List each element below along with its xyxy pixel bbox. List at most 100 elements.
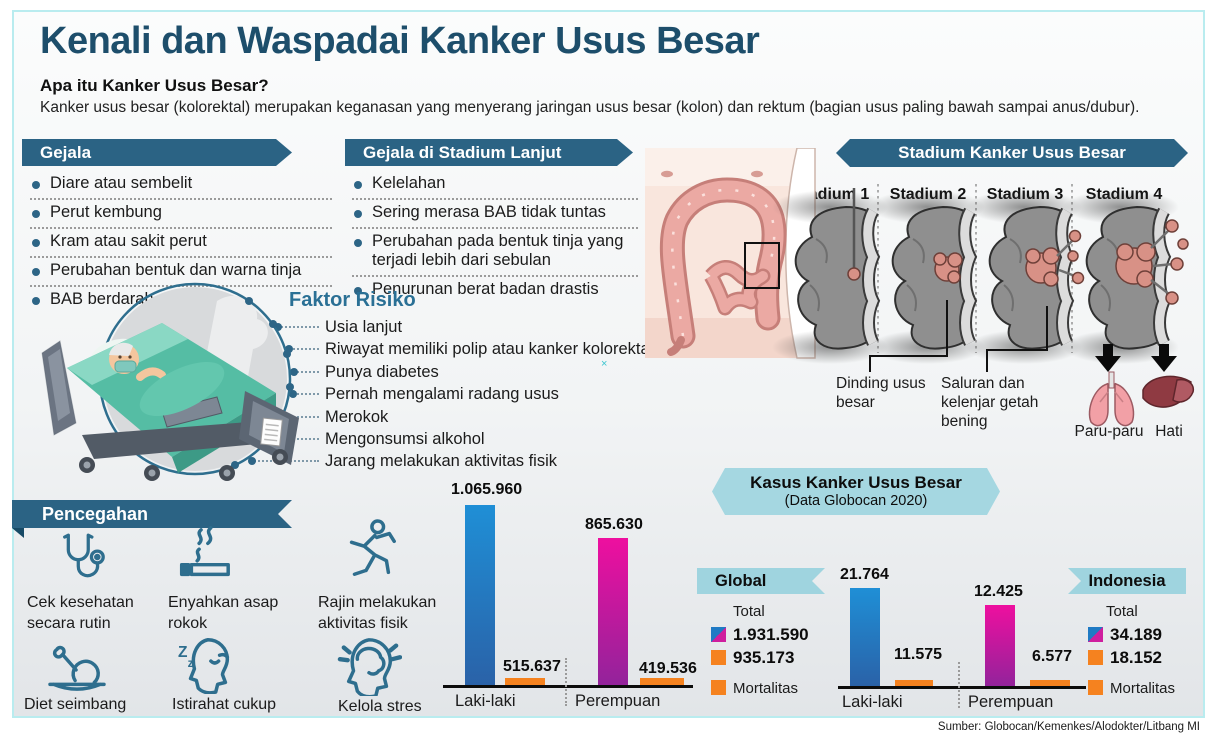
leader-line bbox=[285, 345, 319, 354]
gejala-lanjut-item-text: Sering merasa BAB tidak tuntas bbox=[372, 203, 606, 221]
gejala-lanjut-item-text: Perubahan pada bentuk tinja yang terjadi… bbox=[372, 232, 624, 269]
pencegahan-item-label: Kelola stres bbox=[338, 698, 422, 715]
legend-mortality-row: 18.152 bbox=[1088, 646, 1198, 669]
stage-separators bbox=[877, 184, 1073, 353]
list-item: Diare atau sembelit bbox=[30, 171, 332, 200]
global-legend-banner: Global bbox=[697, 568, 825, 594]
svg-text:z: z bbox=[188, 657, 194, 670]
risk-item-text: Punya diabetes bbox=[325, 362, 439, 381]
leader-line bbox=[289, 390, 319, 399]
x-axis bbox=[838, 686, 1086, 689]
bar-value-label: 11.575 bbox=[894, 646, 943, 663]
bar-female-total bbox=[598, 538, 628, 685]
legend-total-label: Total bbox=[733, 603, 765, 620]
about-body: Kanker usus besar (kolorektal) merupakan… bbox=[40, 99, 1140, 116]
patient-bed-illustration bbox=[41, 282, 299, 481]
svg-text:Z: Z bbox=[178, 644, 188, 661]
bar-value-label: 419.536 bbox=[639, 660, 697, 677]
list-item: Kram atau sakit perut bbox=[30, 229, 332, 258]
page-title: Kenali dan Waspadai Kanker Usus Besar bbox=[40, 20, 760, 62]
down-arrow-icon bbox=[1095, 344, 1177, 372]
gejala-lanjut-item-text: Penurunan berat badan drastis bbox=[372, 280, 599, 298]
bed-wheels bbox=[79, 449, 288, 481]
risk-item-text: Pernah mengalami radang usus bbox=[325, 385, 559, 404]
kasus-subtitle: (Data Globocan 2020) bbox=[784, 493, 928, 509]
bar-value-label: 21.764 bbox=[840, 566, 889, 583]
risk-item-text: Usia lanjut bbox=[325, 318, 403, 336]
gejala-item-text: Diare atau sembelit bbox=[50, 174, 193, 192]
stadium-2-tumor bbox=[933, 252, 963, 284]
gejala-item-text: Kram atau sakit perut bbox=[50, 232, 207, 250]
legend-total-value: 1.931.590 bbox=[733, 625, 809, 644]
colon-illustration bbox=[645, 148, 816, 359]
list-item: Usia lanjut bbox=[274, 316, 665, 338]
stadium-4-tumor bbox=[1115, 219, 1189, 305]
indonesia-chart: 21.764 11.575 12.425 6.577 Laki-laki Per… bbox=[838, 560, 1088, 720]
category-divider bbox=[565, 658, 567, 706]
bullet-icon bbox=[354, 239, 362, 247]
lung-label: Paru-paru bbox=[1074, 423, 1144, 440]
list-item: Jarang melakukan aktivitas fisik bbox=[248, 450, 665, 472]
risk-item-text: Riwayat memiliki polip atau kanker kolor… bbox=[325, 340, 654, 359]
faktor-risiko-list: Usia lanjut Riwayat memiliki polip atau … bbox=[248, 316, 665, 473]
bar-value-label: 1.065.960 bbox=[451, 481, 523, 498]
bar-value-label: 12.425 bbox=[974, 583, 1023, 600]
legend-mortality-row: 935.173 bbox=[711, 646, 832, 669]
bar-female-total bbox=[985, 605, 1015, 686]
legend-mortality-value: 935.173 bbox=[733, 648, 795, 667]
list-item: Kelelahan bbox=[352, 171, 638, 200]
list-item: Merokok bbox=[283, 406, 665, 428]
bullet-icon bbox=[32, 268, 40, 276]
banner-fold bbox=[12, 528, 24, 538]
list-item: Perubahan pada bentuk tinja yang terjadi… bbox=[352, 229, 638, 277]
stadium-3-tumor bbox=[1025, 229, 1085, 287]
pencegahan-banner: Pencegahan bbox=[12, 500, 292, 528]
legend-mortality-key: Mortalitas bbox=[1088, 677, 1198, 700]
category-divider bbox=[958, 662, 960, 708]
cigarette-icon bbox=[179, 526, 230, 577]
zoom-box bbox=[744, 242, 780, 289]
stadium-3-wall bbox=[966, 190, 1082, 364]
category-label: Laki-laki bbox=[455, 692, 516, 710]
gejala-lanjut-banner-label: Gejala di Stadium Lanjut bbox=[363, 143, 562, 162]
list-item: Punya diabetes bbox=[290, 361, 665, 383]
pencegahan-item-label: Istirahat cukup bbox=[172, 696, 277, 713]
legend-total-row: 34.189 bbox=[1088, 623, 1198, 646]
list-item: Pernah mengalami radang usus bbox=[289, 383, 665, 405]
stethoscope-icon bbox=[63, 533, 105, 578]
legend-total-row: 1.931.590 bbox=[711, 623, 832, 646]
bar-male-mortality bbox=[505, 678, 545, 685]
leader-line bbox=[290, 367, 319, 376]
lymph-label: Saluran dan kelenjar getah bening bbox=[941, 375, 1039, 430]
x-axis bbox=[443, 685, 693, 688]
gejala-banner: Gejala bbox=[22, 139, 292, 166]
category-label: Laki-laki bbox=[842, 693, 903, 711]
pencegahan-banner-label: Pencegahan bbox=[42, 504, 149, 524]
risk-item-text: Merokok bbox=[325, 407, 389, 426]
gejala-item-text: BAB berdarah bbox=[50, 290, 154, 308]
category-label: Perempuan bbox=[575, 692, 661, 710]
legend-mortality-key: Mortalitas bbox=[711, 677, 832, 700]
bullet-icon bbox=[32, 297, 40, 305]
indonesia-legend: Indonesia Total 34.189 18.152 Mortalitas bbox=[1068, 568, 1198, 700]
stage-leader-lines bbox=[869, 300, 1048, 372]
bar-value-label: 515.637 bbox=[503, 658, 561, 675]
bullet-icon bbox=[354, 210, 362, 218]
category-label: Perempuan bbox=[968, 693, 1054, 711]
legend-mortality-label: Mortalitas bbox=[733, 680, 799, 697]
gejala-list: Diare atau sembelit Perut kembung Kram a… bbox=[30, 171, 332, 314]
gejala-lanjut-item-text: Kelelahan bbox=[372, 174, 446, 192]
risk-item-text: Jarang melakukan aktivitas fisik bbox=[325, 452, 558, 471]
risk-item-text: Mengonsumsi alkohol bbox=[325, 429, 485, 448]
bar-male-total bbox=[850, 588, 880, 686]
watermark-x: × bbox=[601, 358, 608, 370]
about-heading: Apa itu Kanker Usus Besar? bbox=[40, 76, 269, 95]
sleep-icon: Z z bbox=[178, 638, 230, 694]
indonesia-legend-banner: Indonesia bbox=[1068, 568, 1186, 594]
bullet-icon bbox=[354, 287, 362, 295]
stadium-2-wall bbox=[869, 190, 985, 364]
legend-total-label: Total bbox=[1106, 603, 1138, 620]
bar-female-mortality bbox=[640, 678, 684, 685]
total-swatch-icon bbox=[1088, 627, 1103, 642]
